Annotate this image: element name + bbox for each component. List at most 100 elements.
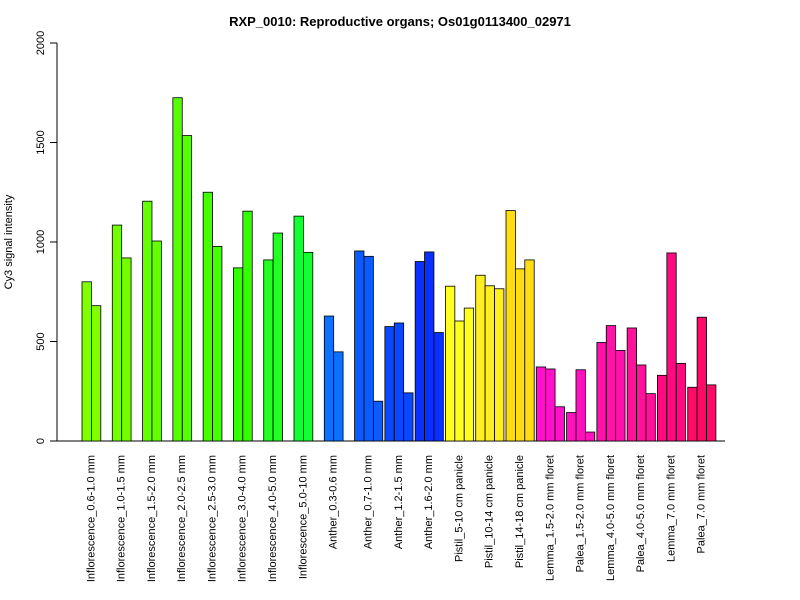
y-axis: 0 500 1000 1500 2000 (35, 31, 58, 444)
x-tick-label: Anther_1.2-1.5 mm (393, 455, 405, 549)
bar (626, 327, 637, 442)
bar (666, 252, 677, 442)
x-tick-label: Palea_1.5-2.0 mm floret (575, 455, 587, 572)
bar (142, 200, 153, 442)
bar (403, 392, 414, 442)
bar-group (535, 366, 565, 442)
bar (463, 307, 475, 442)
x-tick-label: Lemma_1.5-2.0 mm floret (544, 455, 556, 581)
chart-title: RXP_0010: Reproductive organs; Os01g0113… (229, 14, 571, 29)
x-tick-label: Inflorescence_2.5-3.0 mm (206, 455, 218, 582)
bar-group (445, 285, 475, 442)
bar (657, 374, 668, 442)
x-tick-label: Pistil_10-14 cm panicle (484, 455, 496, 568)
bar-group (233, 210, 253, 442)
bar (584, 431, 596, 442)
bar-group (414, 251, 444, 442)
bar (372, 400, 384, 442)
bar (233, 267, 244, 442)
bar (393, 322, 405, 442)
bar (121, 257, 132, 442)
bar (81, 281, 92, 442)
bar (293, 215, 304, 442)
x-tick-label: Inflorescence_5.0-10 mm (297, 455, 309, 579)
bar (242, 210, 253, 442)
bar (687, 386, 698, 442)
bar (535, 366, 547, 442)
bar (696, 316, 707, 442)
bar-group (323, 315, 344, 442)
bar (445, 285, 456, 442)
bar (575, 369, 586, 442)
bar-group (626, 327, 656, 442)
bar-group (566, 369, 596, 442)
bar (323, 315, 335, 442)
bar (424, 251, 435, 442)
bar (333, 351, 344, 442)
x-tick-label: Inflorescence_3.0-4.0 mm (237, 455, 249, 582)
bar (384, 326, 395, 442)
bar (202, 191, 213, 442)
x-tick-label: Inflorescence_1.5-2.0 mm (146, 455, 158, 582)
bar (636, 364, 647, 442)
bar-group (293, 215, 314, 442)
bar-group (687, 316, 717, 442)
bar-group (384, 322, 414, 442)
x-tick-labels: Inflorescence_0.6-1.0 mm Inflorescence_1.… (85, 455, 707, 582)
bar (172, 97, 183, 442)
x-tick-label: Palea_4.0-5.0 mm floret (635, 455, 647, 572)
y-tick-label: 1500 (35, 130, 47, 154)
x-tick-label: Lemma_4.0-5.0 mm floret (605, 455, 617, 581)
bar-group (475, 274, 505, 442)
bars (81, 97, 717, 442)
bar (302, 251, 314, 442)
bar-group (505, 210, 535, 442)
bar (524, 259, 535, 442)
bar (566, 412, 577, 442)
bar (454, 320, 465, 442)
bar (91, 305, 102, 442)
x-tick-label: Palea_7.0 mm floret (696, 455, 708, 553)
x-tick-label: Lemma_7.0 mm floret (665, 455, 677, 562)
x-tick-label: Pistil_5-10 cm panicle (453, 455, 465, 562)
x-tick-label: Anther_0.3-0.6 mm (328, 455, 340, 549)
x-tick-label: Anther_0.7-1.0 mm (363, 455, 375, 549)
bar-group (354, 250, 384, 442)
bar (354, 250, 365, 442)
x-tick-label: Anther_1.6-2.0 mm (423, 455, 435, 549)
bar (554, 406, 565, 442)
y-tick-label: 0 (35, 438, 47, 444)
bar (212, 245, 223, 442)
bar (605, 325, 617, 442)
y-tick-label: 500 (35, 332, 47, 350)
bar (111, 224, 123, 442)
bar (494, 288, 505, 442)
bar (151, 240, 162, 442)
bar (515, 268, 526, 442)
bar (433, 332, 444, 442)
x-tick-label: Pistil_14-18 cm panicle (514, 455, 526, 568)
bar (363, 255, 374, 442)
bar (475, 274, 486, 442)
bar (545, 368, 556, 442)
bar (414, 261, 425, 442)
bar (706, 384, 717, 442)
y-tick-label: 2000 (35, 31, 47, 55)
bar (675, 362, 687, 442)
bar-group (172, 97, 193, 442)
bar (645, 393, 656, 442)
y-axis-label: Cy3 signal intensity (3, 194, 15, 289)
x-tick-label: Inflorescence_1.0-1.5 mm (116, 455, 128, 582)
bar (181, 135, 193, 442)
bar (484, 285, 495, 442)
bar (505, 210, 516, 442)
y-tick-label: 1000 (35, 230, 47, 254)
x-tick-label: Inflorescence_2.0-2.5 mm (176, 455, 188, 582)
bar-group (111, 224, 132, 442)
bar-group (657, 252, 687, 442)
bar (263, 259, 274, 442)
bar (596, 342, 607, 442)
x-tick-label: Inflorescence_0.6-1.0 mm (85, 455, 97, 582)
bar-group (142, 200, 162, 442)
